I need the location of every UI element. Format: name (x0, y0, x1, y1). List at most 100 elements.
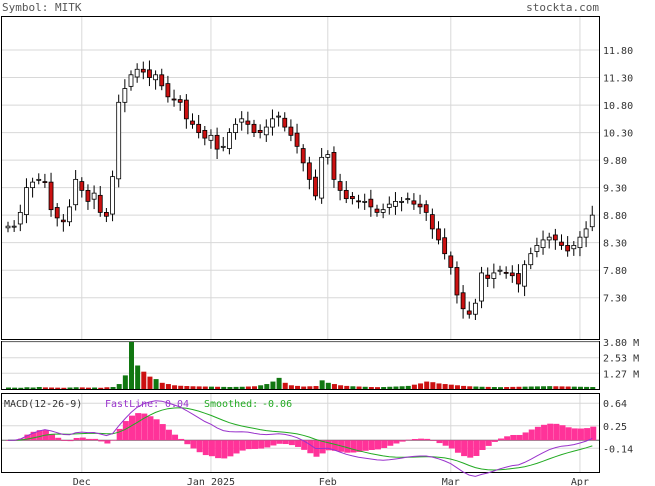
candle-body (374, 208, 380, 213)
volume-bar (368, 387, 374, 389)
macd-histogram-bar (399, 440, 406, 442)
candle-body (393, 200, 398, 207)
volume-bar (301, 386, 307, 389)
volume-tick-label: 2.53 M (603, 354, 639, 365)
macd-histogram-bar (381, 440, 388, 448)
macd-histogram-bar (215, 440, 222, 459)
volume-bar (288, 385, 294, 389)
macd-histogram-bar (325, 440, 332, 451)
candle-body (282, 117, 288, 128)
candle-body (110, 176, 115, 215)
volume-bar (227, 387, 233, 389)
macd-histogram-bar (147, 416, 154, 441)
macd-histogram-bar (571, 428, 578, 441)
macd-histogram-bar (270, 440, 277, 446)
macd-histogram-bar (362, 440, 369, 451)
macd-histogram-bar (110, 439, 117, 441)
macd-histogram-bar (442, 440, 449, 446)
candle-body (460, 292, 466, 310)
candle-body (491, 272, 497, 279)
volume-bar (338, 385, 344, 389)
volume-bar (375, 387, 380, 389)
candle-body (54, 207, 60, 219)
symbol-label: Symbol: MITK (2, 1, 82, 14)
volume-bar (393, 386, 399, 389)
macd-histogram-bar (92, 438, 99, 441)
macd-histogram-bar (276, 440, 283, 444)
candle-body (159, 74, 165, 87)
volume-bar (442, 384, 448, 389)
candle-body (399, 200, 405, 203)
candle-body (583, 228, 589, 238)
candle-body (417, 203, 423, 208)
candle-body (577, 236, 583, 249)
macd-histogram-bar (344, 440, 351, 453)
volume-bar (473, 386, 479, 389)
volume-bar (184, 386, 190, 389)
volume-bar (122, 375, 128, 389)
volume-bar (418, 383, 424, 389)
candle-body (288, 126, 294, 136)
candle-body (183, 99, 189, 120)
macd-histogram-bar (368, 440, 375, 450)
volume-bar (362, 386, 368, 389)
candle-body (386, 203, 392, 208)
volume-bar (411, 384, 417, 389)
macd-histogram-bar (30, 431, 37, 441)
candle-body (116, 101, 122, 180)
macd-histogram-bar (79, 437, 86, 441)
macd-histogram-bar (141, 413, 148, 441)
macd-histogram-bar (405, 439, 412, 441)
volume-bar (510, 386, 516, 389)
volume-bar (215, 386, 221, 389)
macd-histogram-bar (73, 437, 80, 441)
candle-body (190, 120, 195, 125)
volume-bar (135, 365, 141, 389)
macd-histogram-bar (67, 440, 74, 442)
macd-histogram-bar (473, 440, 480, 456)
macd-histogram-bar (85, 438, 92, 441)
candle-body (140, 68, 146, 73)
macd-histogram-bar (393, 440, 400, 444)
volume-bar (590, 387, 596, 389)
volume-bar (454, 385, 460, 389)
macd-histogram-bar (184, 440, 191, 445)
macd-histogram-bar (436, 440, 443, 444)
x-tick-label: Apr (571, 477, 589, 486)
price-tick-label: 10.80 (603, 101, 633, 112)
candle-body (405, 198, 411, 201)
candle-body (196, 123, 202, 133)
volume-bar (504, 387, 510, 389)
volume-bar (233, 386, 239, 389)
volume-bar (356, 386, 362, 389)
macd-histogram-bar (153, 419, 160, 441)
candle-body (528, 253, 534, 266)
volume-bar (110, 387, 116, 389)
volume-bar (436, 383, 442, 389)
candle-body (454, 267, 460, 296)
volume-bar (461, 385, 467, 389)
candle-body (24, 187, 29, 216)
price-tick-label: 9.80 (603, 156, 627, 167)
volume-bar (430, 382, 436, 389)
volume-bar (448, 384, 454, 389)
volume-bar (479, 386, 485, 389)
volume-bar (153, 379, 159, 389)
volume-bar (577, 386, 583, 389)
candle-body (79, 181, 85, 191)
macd-histogram-bar (264, 440, 271, 448)
candle-body (423, 204, 429, 213)
volume-bar (92, 387, 98, 389)
macd-histogram-bar (522, 432, 529, 441)
volume-bar (165, 384, 171, 389)
price-tick-label: 11.80 (603, 46, 633, 57)
volume-bar (141, 371, 147, 389)
volume-bar (196, 386, 202, 389)
macd-histogram-bar (331, 440, 338, 451)
candlestick-series (5, 60, 595, 321)
candle-body (589, 214, 595, 228)
candle-body (5, 225, 11, 229)
macd-smoothed-label: Smoothed: (204, 399, 258, 410)
macd-tick-label: 0.25 (603, 422, 627, 433)
macd-histogram-bar (245, 440, 252, 450)
